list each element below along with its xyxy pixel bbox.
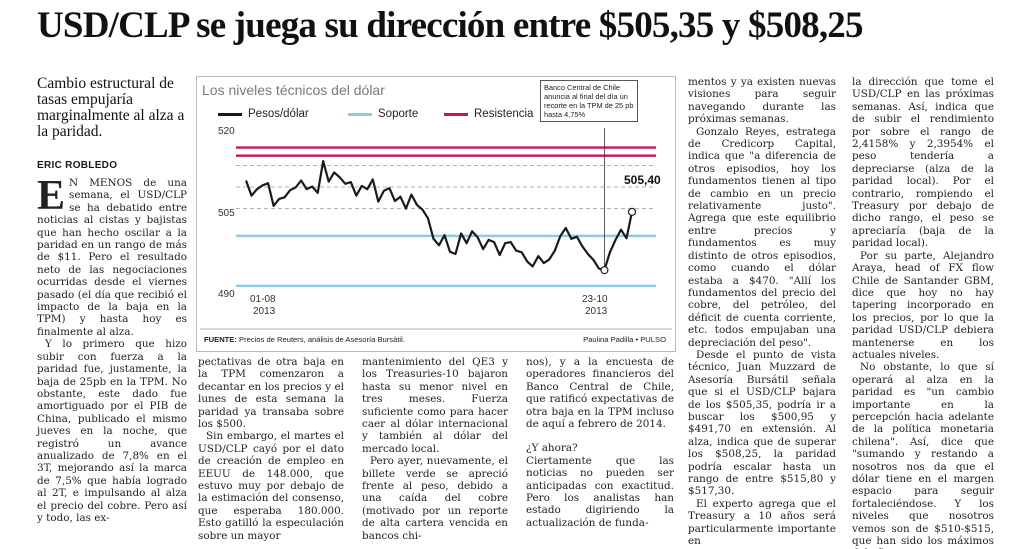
column-6: la dirección que tome el USD/CLP en las … <box>852 76 994 549</box>
column-3-paragraph-2: Pero ayer, nuevamente, el billete verde … <box>362 455 508 542</box>
source-text: Precios de Reuters, análisis de Asesoría… <box>239 335 405 344</box>
column-2: pectativas de otra baja en la TPM comenz… <box>198 356 344 546</box>
drop-cap: E <box>37 173 66 219</box>
chart-source: FUENTE: Precios de Reuters, análisis de … <box>204 335 405 344</box>
chart-border <box>196 76 676 352</box>
legend-swatch-support <box>348 112 372 116</box>
column-4: nos), y a la encuesta de operadores fina… <box>526 356 674 546</box>
column-6-paragraph-2: Por su parte, Alejandro Araya, head of F… <box>852 249 994 361</box>
column-2-paragraph-1: pectativas de otra baja en la TPM comenz… <box>198 356 344 431</box>
x-tick-start: 01-08 <box>250 294 276 305</box>
x-tick-start-year: 2013 <box>253 306 276 317</box>
source-prefix: FUENTE: <box>204 335 237 344</box>
y-tick-490: 490 <box>218 289 235 300</box>
annotation-box: Banco Central de Chile anuncia al final … <box>540 80 638 122</box>
legend-item-price: Pesos/dólar <box>218 108 309 120</box>
column-2-paragraph-2: Sin embargo, el martes el USD/CLP cayó p… <box>198 430 344 542</box>
column-6-paragraph-3: No obstante, lo que sí operará al alza e… <box>852 361 994 549</box>
price-series <box>244 159 634 272</box>
level-lines <box>236 146 656 288</box>
column-6-paragraph-1: la dirección que tome el USD/CLP en las … <box>852 76 994 250</box>
x-tick-end-year: 2013 <box>585 306 608 317</box>
y-tick-505: 505 <box>218 208 235 219</box>
column-5-paragraph-4: El experto agrega que el Treasury a 10 a… <box>688 497 836 548</box>
column-5: mentos y ya existen nuevas visiones para… <box>688 76 836 548</box>
chart-svg <box>196 76 676 352</box>
reference-lines <box>236 165 656 210</box>
legend-label-price: Pesos/dólar <box>248 108 309 120</box>
byline: ERIC ROBLEDO <box>37 160 118 171</box>
column-1-text-1: N MENOS de una semana, el USD/CLP se ha … <box>37 177 187 338</box>
legend-swatch-resistance <box>444 112 468 116</box>
legend-item-support: Soporte <box>348 108 418 120</box>
price-line <box>244 159 634 272</box>
legend-label-resistance: Resistencia <box>474 108 534 120</box>
legend-swatch-price <box>218 112 242 116</box>
markers <box>600 128 637 275</box>
column-5-paragraph-3: Desde el punto de vista técnico, Juan Mu… <box>688 348 836 498</box>
last-point-marker <box>627 207 637 216</box>
legend-label-support: Soporte <box>378 108 419 120</box>
x-tick-end: 23-10 <box>582 294 608 305</box>
column-5-paragraph-1: mentos y ya existen nuevas visiones para… <box>688 76 836 126</box>
column-3-paragraph-1: mantenimiento del QE3 y los Treasuries-1… <box>362 356 508 455</box>
y-tick-520: 520 <box>218 126 235 137</box>
column-1-paragraph-2: Y lo primero que hizo subir con fuerza a… <box>37 338 187 524</box>
chart-title: Los niveles técnicos del dólar <box>202 82 385 98</box>
column-3: mantenimiento del QE3 y los Treasuries-1… <box>362 356 508 546</box>
deck: Cambio estructural de tasas empujaría ma… <box>37 75 185 140</box>
column-4-paragraph-1: nos), y a la encuesta de operadores fina… <box>526 356 674 431</box>
price-chart: Los niveles técnicos del dólar Pesos/dól… <box>196 76 676 352</box>
low-point-marker <box>600 266 609 275</box>
column-4-subhead: ¿Y ahora? <box>526 442 578 455</box>
last-value-label: 505,40 <box>624 173 661 187</box>
headline: USD/CLP se juega su dirección entre $505… <box>37 5 864 46</box>
legend-item-resistance: Resistencia <box>444 108 533 120</box>
column-4-paragraph-2: Ciertamente que las noticias no pueden s… <box>526 454 674 529</box>
column-5-paragraph-2: Gonzalo Reyes, estratega de Credicorp Ca… <box>688 125 836 349</box>
column-6-text-3: No obstante, lo que sí operará al alza e… <box>852 361 994 549</box>
chart-credit: Paulina Padilla • PULSO <box>583 335 666 344</box>
